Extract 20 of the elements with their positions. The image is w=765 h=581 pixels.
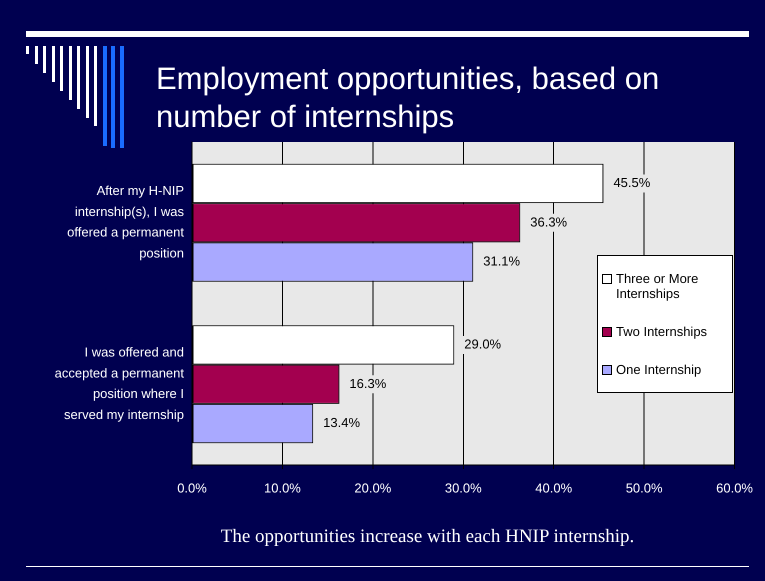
legend-label: Two Internships [616, 324, 708, 339]
x-tick-label: 30.0% [444, 480, 482, 496]
data-label: 36.3% [530, 214, 568, 230]
data-label: 16.3% [349, 376, 387, 391]
legend-label: Three or More Internships [616, 271, 700, 302]
y-tick-label: After my H-NIP internship(s), I was offered a permanent position [67, 183, 184, 261]
x-tick-label: 0.0% [177, 480, 208, 496]
legend-label: One Internship [616, 362, 702, 377]
data-label: 31.1% [483, 254, 521, 269]
x-tick-label: 60.0% [716, 480, 754, 496]
data-label: 29.0% [464, 336, 502, 352]
x-tick-label: 20.0% [354, 480, 392, 496]
data-label: 13.4% [323, 415, 360, 430]
x-tick-label: 50.0% [626, 480, 664, 496]
text: The opportunities increase with each HNIP internship. [220, 526, 636, 548]
chart-title: Employment opportunities, based on number of internships [156, 60, 660, 136]
x-tick-label: 40.0% [535, 480, 573, 496]
x-tick-label: 10.0% [264, 480, 302, 496]
y-tick-label: I was offered and accepted a permanent position where I served my internship [54, 344, 184, 422]
data-label: 45.5% [613, 175, 651, 190]
